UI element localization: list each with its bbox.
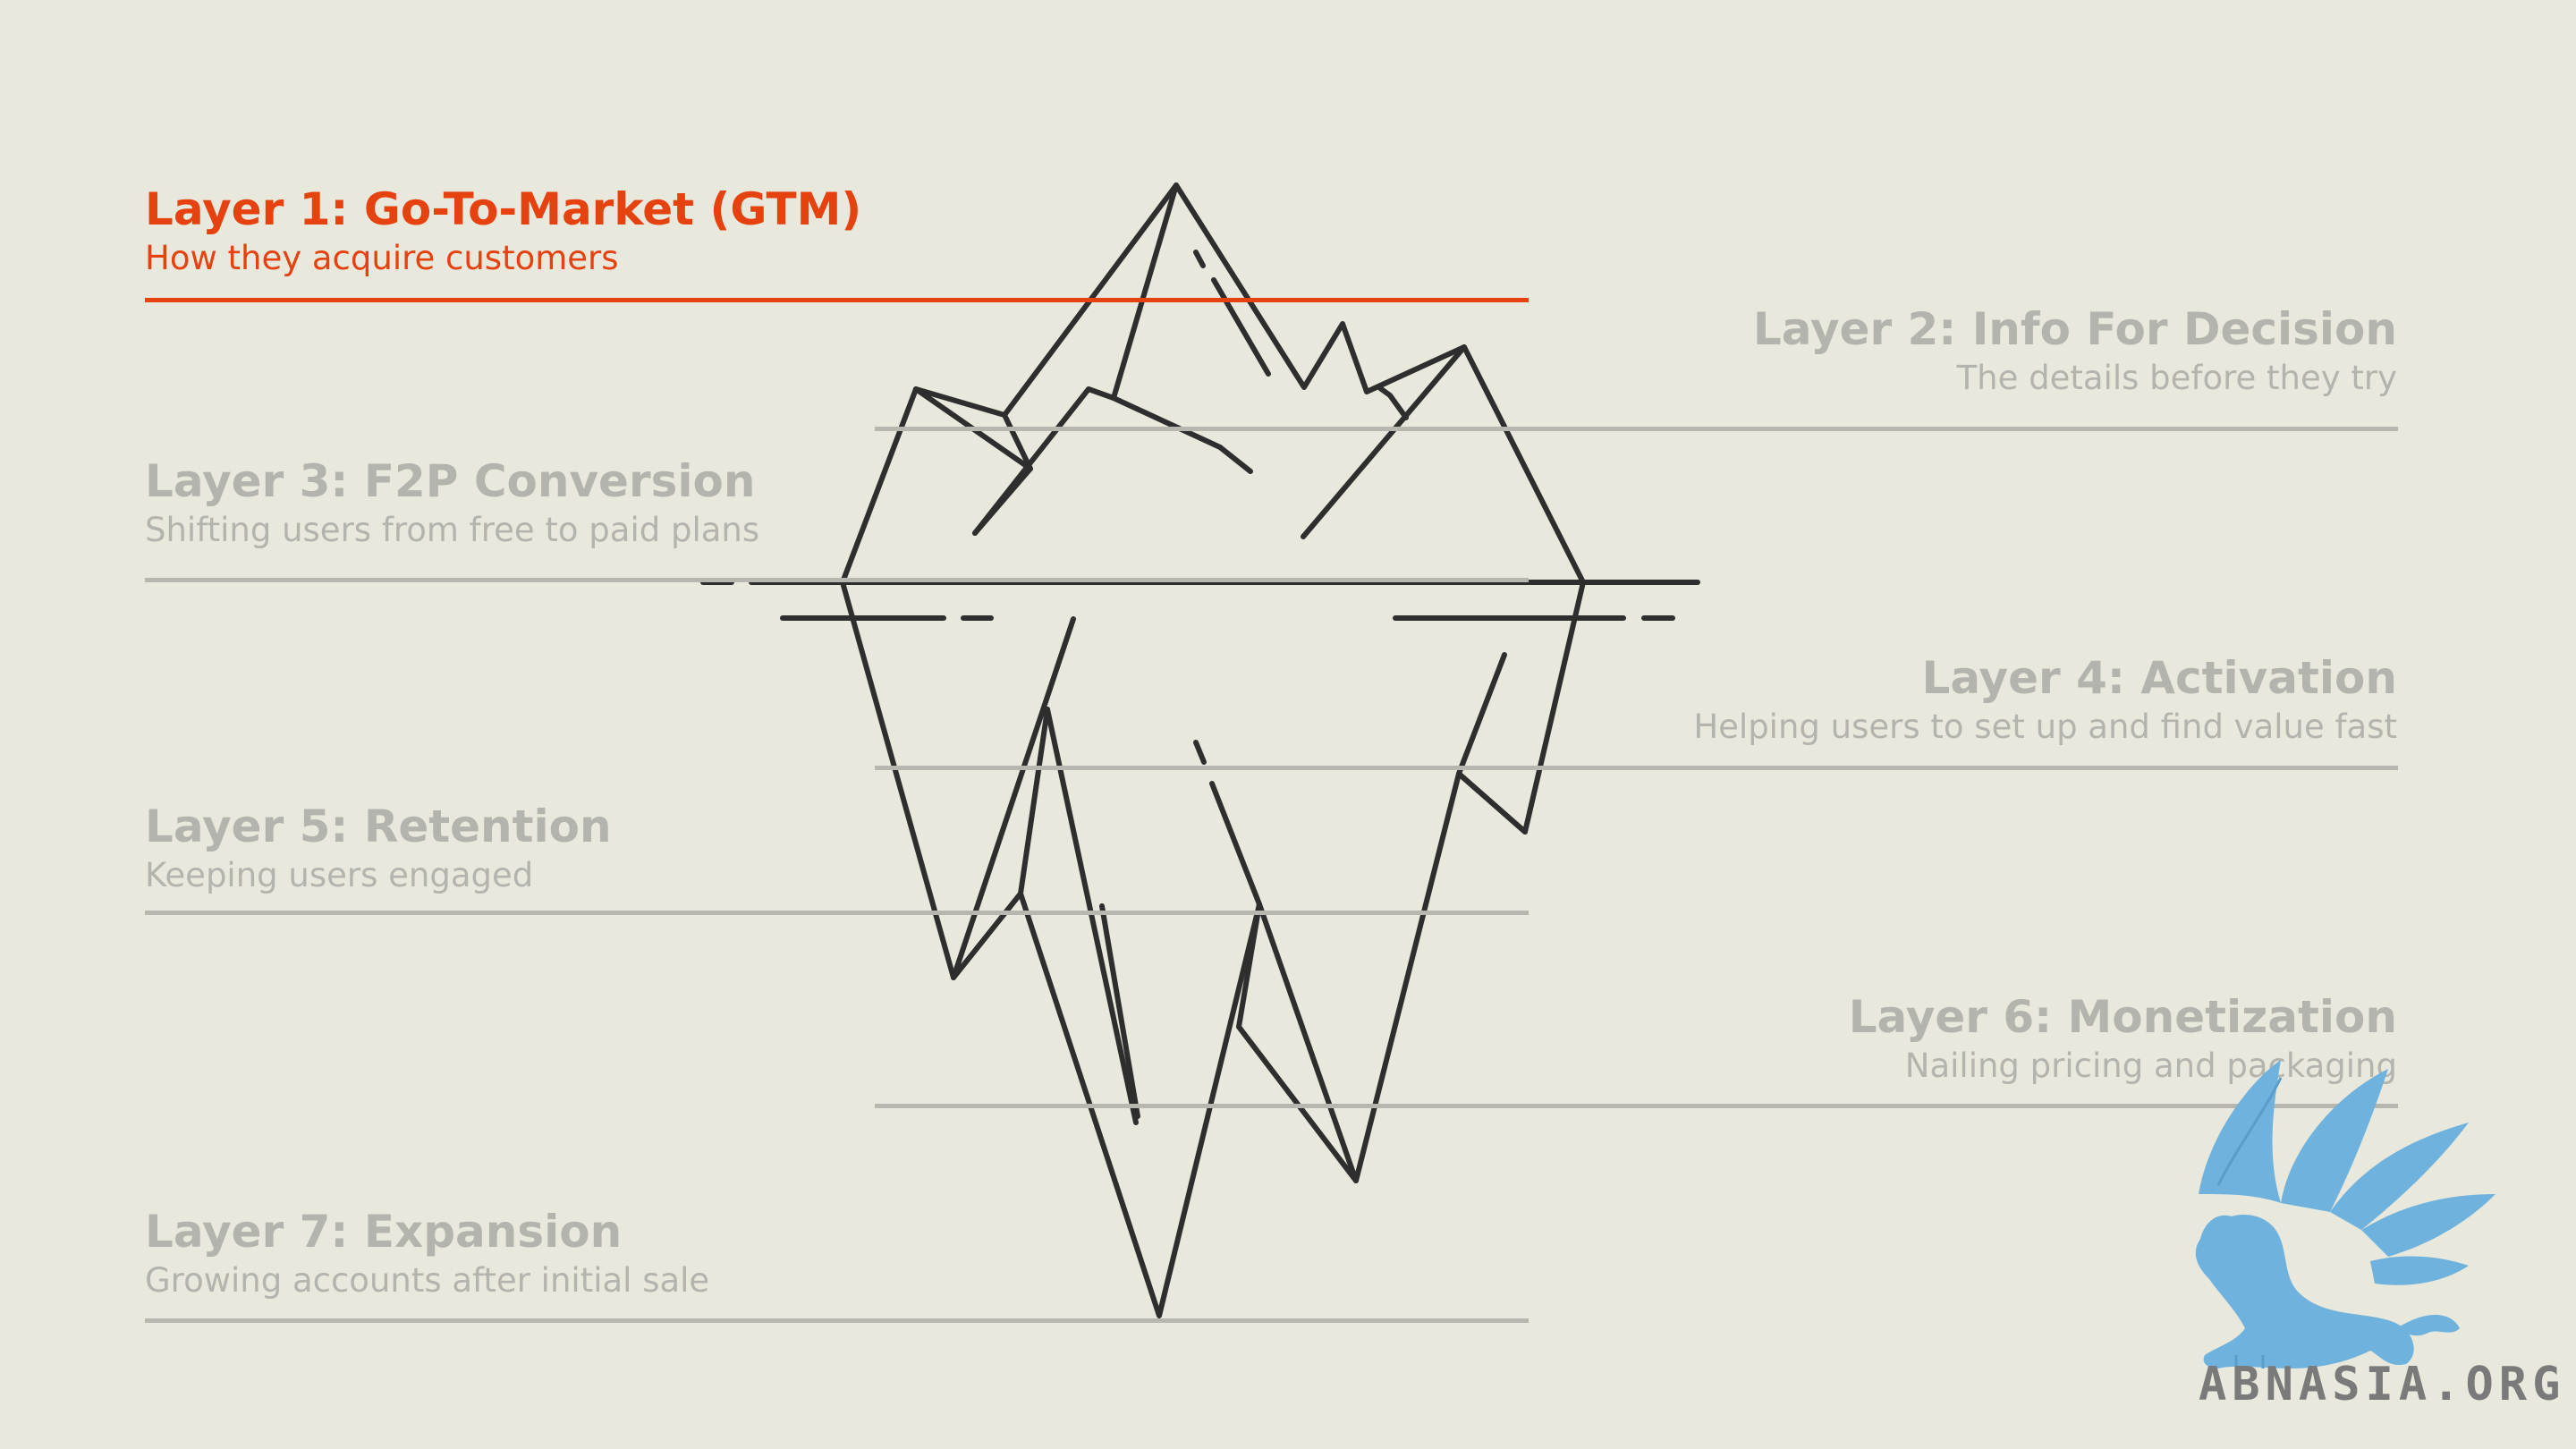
layer-1-subtitle: How they acquire customers	[145, 239, 619, 277]
iceberg-top-left-face	[972, 466, 1033, 536]
iceberg-top-outline	[840, 182, 1586, 585]
iceberg-bottom-crack-center-2	[1099, 903, 1140, 1119]
layer-4-subtitle: Helping users to set up and find value f…	[1693, 708, 2397, 746]
layer-6-rule	[875, 1104, 2398, 1108]
iceberg-bottom-notch	[1456, 771, 1528, 835]
layer-6-title: Layer 6: Monetization	[1848, 991, 2397, 1043]
iceberg-top-crevice-left	[972, 182, 1179, 536]
layer-4-title: Layer 4: Activation	[1921, 652, 2397, 704]
layer-7-rule	[145, 1318, 1529, 1323]
layer-7-title: Layer 7: Expansion	[145, 1206, 623, 1258]
iceberg-top-notch	[1377, 386, 1409, 420]
layer-2-subtitle: The details before they try	[1956, 359, 2397, 397]
layer-7-subtitle: Growing accounts after initial sale	[145, 1261, 710, 1300]
layer-4-label: Layer 4: Activation Helping users to set…	[1693, 651, 2397, 750]
iceberg-bottom-crack-right	[1456, 652, 1507, 776]
iceberg-bottom-dash-2	[1209, 781, 1262, 907]
iceberg-top-dash-2	[1193, 250, 1206, 268]
layer-3-label: Layer 3: F2P Conversion Shifting users f…	[145, 454, 759, 553]
griffin-icon	[2195, 1060, 2496, 1368]
layer-1-title: Layer 1: Go-To-Market (GTM)	[145, 183, 862, 235]
layer-6-subtitle: Nailing pricing and packaging	[1904, 1046, 2397, 1085]
layer-5-rule	[145, 911, 1529, 915]
iceberg-top-dash-3	[1211, 277, 1271, 377]
layer-3-rule	[145, 578, 1529, 582]
iceberg-top-dash-1	[1217, 445, 1253, 474]
iceberg-bottom-crack-left-2	[1018, 707, 1050, 896]
logo-text: ABNASIA.ORG	[2199, 1358, 2566, 1411]
iceberg-bottom-crack-left	[951, 616, 1076, 980]
layer-2-title: Layer 2: Info For Decision	[1752, 303, 2397, 355]
layer-1-rule	[145, 298, 1529, 302]
layer-5-label: Layer 5: Retention Keeping users engaged	[145, 800, 612, 898]
layer-2-label: Layer 2: Info For Decision The details b…	[1753, 302, 2397, 401]
layer-3-title: Layer 3: F2P Conversion	[145, 455, 756, 507]
layer-2-rule	[875, 427, 2398, 431]
iceberg-top-crevice-right	[1301, 344, 1467, 539]
layer-5-title: Layer 5: Retention	[145, 801, 612, 852]
iceberg-bottom-outline	[840, 580, 1586, 1318]
layer-1-label: Layer 1: Go-To-Market (GTM) How they acq…	[145, 182, 861, 281]
iceberg-top-crevice-mid	[1111, 395, 1223, 450]
iceberg-bottom-dash-1	[1193, 740, 1207, 765]
iceberg-bottom-inner	[1236, 902, 1359, 1183]
layer-4-rule	[875, 766, 2398, 770]
iceberg-bottom-crack-center	[1045, 707, 1139, 1125]
layer-3-subtitle: Shifting users from free to paid plans	[145, 511, 760, 549]
layer-5-subtitle: Keeping users engaged	[145, 856, 534, 894]
layer-7-label: Layer 7: Expansion Growing accounts afte…	[145, 1205, 709, 1303]
layer-6-label: Layer 6: Monetization Nailing pricing an…	[1849, 990, 2397, 1089]
